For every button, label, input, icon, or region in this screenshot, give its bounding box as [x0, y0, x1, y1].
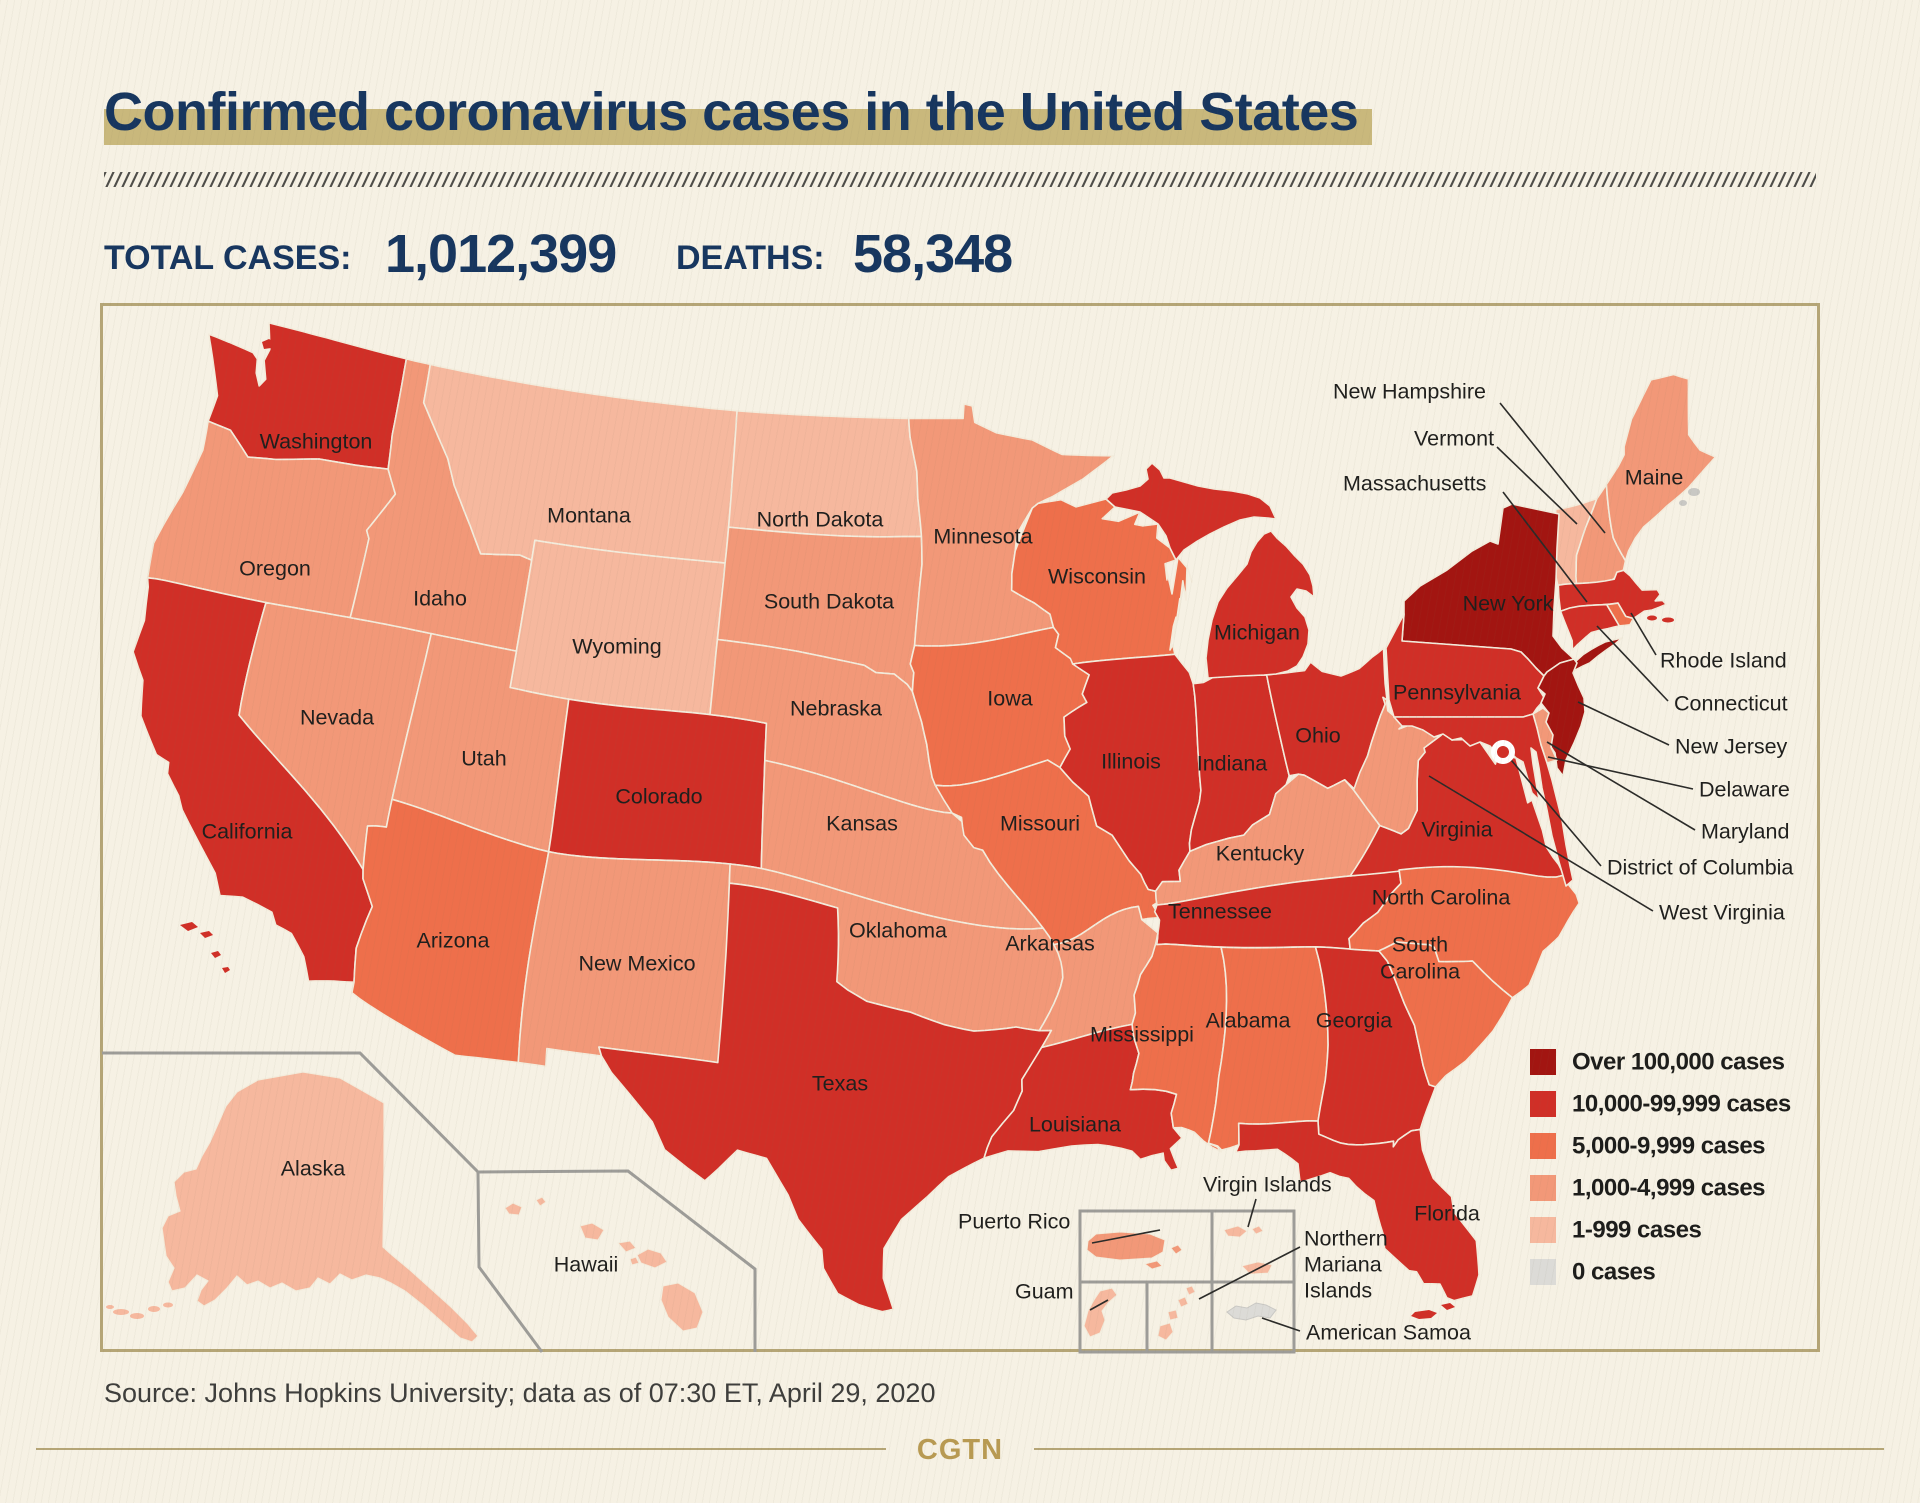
svg-text:North Dakota: North Dakota — [757, 508, 884, 532]
svg-text:10,000-99,999 cases: 10,000-99,999 cases — [1572, 1090, 1791, 1117]
svg-text:Texas: Texas — [812, 1072, 868, 1096]
svg-text:Michigan: Michigan — [1214, 621, 1300, 645]
svg-text:New Hampshire: New Hampshire — [1333, 380, 1486, 404]
svg-text:Carolina: Carolina — [1380, 960, 1460, 984]
svg-text:Alabama: Alabama — [1206, 1009, 1291, 1033]
svg-text:West Virginia: West Virginia — [1659, 901, 1785, 925]
svg-text:Minnesota: Minnesota — [933, 525, 1032, 549]
svg-text:Montana: Montana — [547, 504, 631, 528]
svg-text:Hawaii: Hawaii — [554, 1253, 619, 1277]
svg-text:Connecticut: Connecticut — [1674, 692, 1788, 716]
svg-text:Iowa: Iowa — [987, 687, 1032, 711]
svg-text:South: South — [1392, 933, 1448, 957]
svg-text:American Samoa: American Samoa — [1306, 1321, 1471, 1345]
svg-text:Nevada: Nevada — [300, 706, 374, 730]
svg-text:Delaware: Delaware — [1699, 778, 1790, 802]
svg-text:0 cases: 0 cases — [1572, 1258, 1655, 1285]
svg-text:Tennessee: Tennessee — [1168, 900, 1272, 924]
svg-text:Missouri: Missouri — [1000, 812, 1080, 836]
svg-text:Kansas: Kansas — [826, 812, 898, 836]
svg-text:Nebraska: Nebraska — [790, 697, 882, 721]
svg-text:Virgin Islands: Virgin Islands — [1203, 1173, 1332, 1197]
svg-text:Louisiana: Louisiana — [1029, 1113, 1121, 1137]
svg-text:Wisconsin: Wisconsin — [1048, 565, 1146, 589]
svg-text:Maryland: Maryland — [1701, 820, 1789, 844]
svg-text:1-999 cases: 1-999 cases — [1572, 1216, 1701, 1243]
svg-text:Florida: Florida — [1414, 1202, 1480, 1226]
svg-text:Oregon: Oregon — [239, 557, 311, 581]
svg-text:Guam: Guam — [1015, 1280, 1074, 1304]
svg-text:North Carolina: North Carolina — [1372, 886, 1511, 910]
svg-text:Indiana: Indiana — [1197, 752, 1268, 776]
svg-text:Mississippi: Mississippi — [1090, 1023, 1194, 1047]
svg-text:Islands: Islands — [1304, 1279, 1372, 1303]
svg-text:Vermont: Vermont — [1414, 427, 1494, 451]
svg-text:Illinois: Illinois — [1101, 750, 1161, 774]
svg-text:Ohio: Ohio — [1295, 724, 1340, 748]
svg-text:Oklahoma: Oklahoma — [849, 919, 947, 943]
svg-text:District of Columbia: District of Columbia — [1607, 856, 1793, 880]
svg-text:Virginia: Virginia — [1421, 818, 1492, 842]
svg-text:Puerto Rico: Puerto Rico — [958, 1210, 1070, 1234]
svg-text:Arkansas: Arkansas — [1005, 932, 1095, 956]
svg-text:Wyoming: Wyoming — [572, 635, 661, 659]
svg-text:5,000-9,999 cases: 5,000-9,999 cases — [1572, 1132, 1765, 1159]
svg-text:Georgia: Georgia — [1316, 1009, 1393, 1033]
svg-text:1,000-4,999 cases: 1,000-4,999 cases — [1572, 1174, 1765, 1201]
svg-text:Utah: Utah — [461, 747, 506, 771]
svg-text:Mariana: Mariana — [1304, 1253, 1382, 1277]
svg-text:Massachusetts: Massachusetts — [1343, 472, 1486, 496]
svg-text:New York: New York — [1463, 592, 1554, 616]
svg-text:Washington: Washington — [260, 430, 373, 454]
svg-text:Arizona: Arizona — [417, 929, 490, 953]
svg-text:Pennsylvania: Pennsylvania — [1393, 681, 1521, 705]
svg-text:Alaska: Alaska — [281, 1157, 346, 1181]
svg-text:Maine: Maine — [1625, 466, 1684, 490]
svg-text:South Dakota: South Dakota — [764, 590, 894, 614]
svg-text:Colorado: Colorado — [615, 785, 702, 809]
svg-text:Northern: Northern — [1304, 1227, 1388, 1251]
svg-text:Idaho: Idaho — [413, 587, 467, 611]
svg-text:Kentucky: Kentucky — [1216, 842, 1305, 866]
svg-text:Over 100,000 cases: Over 100,000 cases — [1572, 1048, 1785, 1075]
svg-text:New Jersey: New Jersey — [1675, 735, 1788, 759]
svg-text:California: California — [202, 820, 293, 844]
svg-text:Rhode Island: Rhode Island — [1660, 649, 1787, 673]
svg-text:New Mexico: New Mexico — [578, 952, 695, 976]
